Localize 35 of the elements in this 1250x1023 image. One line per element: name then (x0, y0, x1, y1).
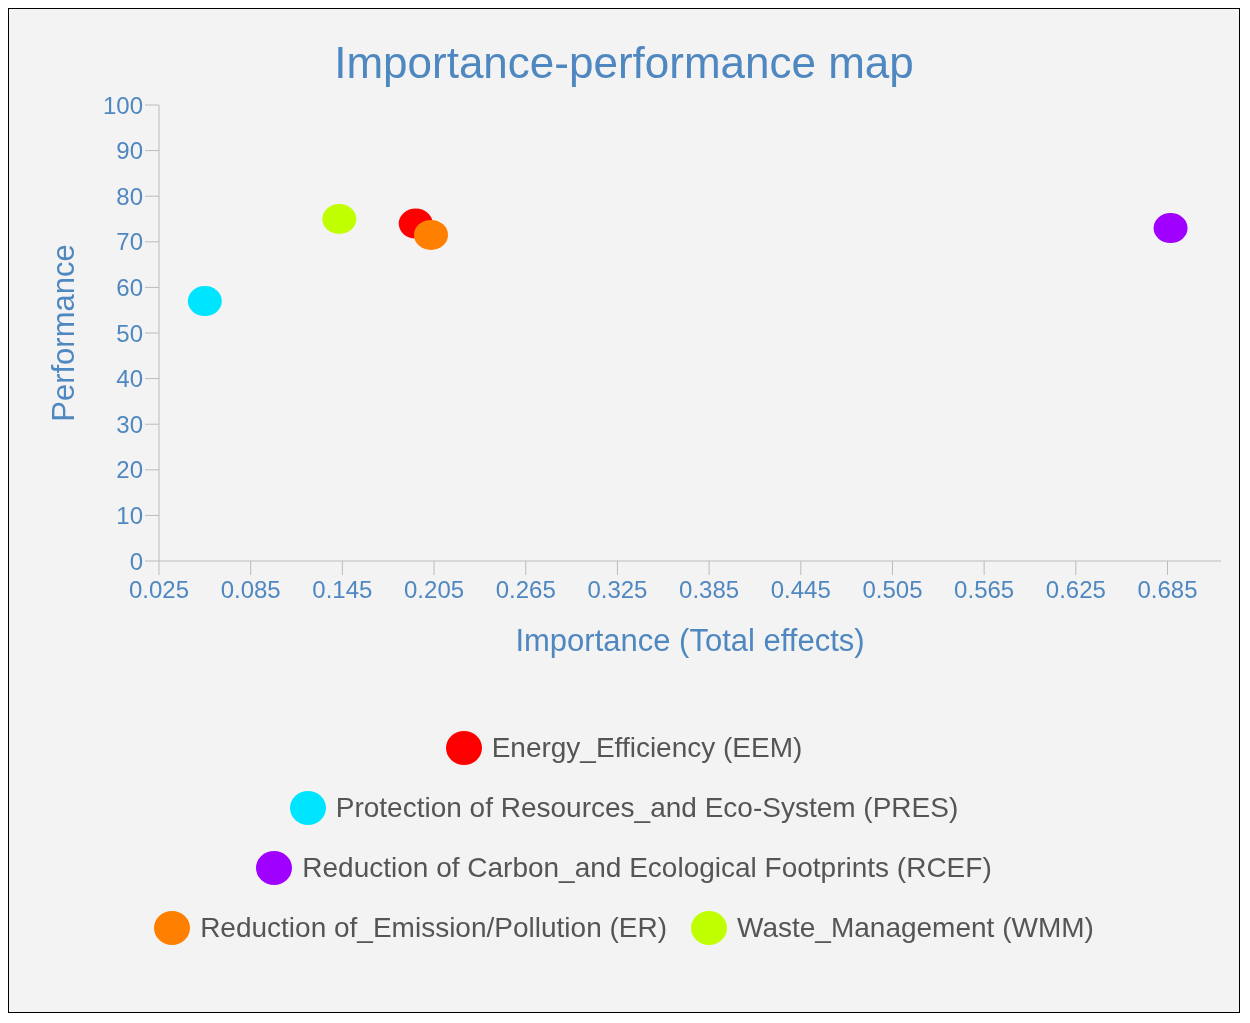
y-tick-label: 40 (116, 365, 143, 393)
point (322, 204, 357, 234)
y-tick-label: 60 (116, 273, 143, 301)
x-tick-label: 0.025 (128, 576, 190, 604)
y-tick-label: 70 (116, 228, 143, 256)
chart-title: Importance-performance map (333, 37, 915, 89)
y-tick-label: 80 (116, 182, 143, 210)
legend-label: Waste_Management (WMM) (737, 912, 1094, 944)
point (413, 219, 448, 250)
x-tick-label: 0.685 (1137, 576, 1198, 604)
x-tick-label: 0.145 (312, 576, 373, 604)
y-tick-label: 50 (116, 319, 143, 347)
x-tick-label: 0.505 (862, 576, 923, 604)
y-tick-label: 100 (102, 91, 143, 119)
y-tick-label: 10 (116, 501, 143, 529)
x-tick-label: 0.565 (954, 576, 1015, 604)
x-axis-title: Importance (Total effects) (515, 623, 865, 658)
y-tick-label: 90 (116, 137, 143, 165)
point (187, 286, 222, 317)
y-tick-label: 20 (116, 456, 143, 484)
legend-label: Reduction of Carbon_and Ecological Footprints (RCEF) (302, 852, 992, 884)
legend-label: Energy_Efficiency (EEM) (491, 732, 803, 764)
legend-label: Protection of Resources_and Eco-System (PRES) (335, 792, 959, 824)
y-axis-title: Performance (46, 244, 82, 422)
legend-label: Reduction of_Emission/Pollution (ER) (200, 912, 668, 944)
x-tick-label: 0.325 (587, 576, 648, 604)
x-tick-label: 0.625 (1045, 576, 1106, 604)
point (1153, 213, 1188, 244)
x-tick-label: 0.385 (679, 576, 740, 604)
x-tick-label: 0.445 (770, 576, 831, 604)
x-tick-label: 0.265 (495, 576, 556, 604)
y-tick-label: 0 (129, 547, 143, 575)
y-tick-label: 30 (116, 410, 143, 438)
x-tick-label: 0.205 (404, 576, 465, 604)
x-tick-label: 0.085 (220, 576, 281, 604)
